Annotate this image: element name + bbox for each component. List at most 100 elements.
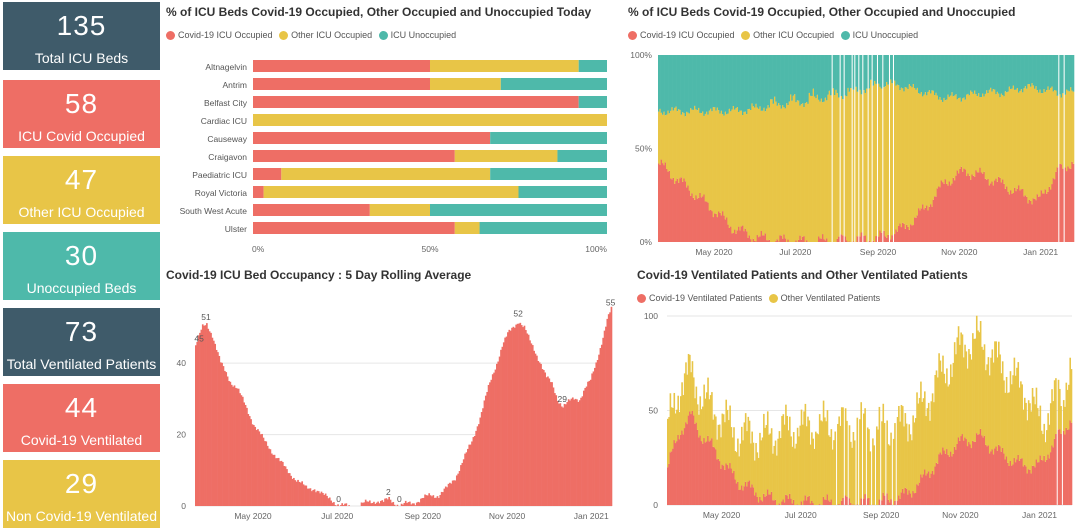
legend-item-covid-vent[interactable]: Covid-19 Ventilated Patients: [637, 293, 762, 303]
bar: [291, 478, 294, 506]
bar-segment: [800, 55, 803, 105]
bar: [370, 503, 373, 506]
bar: [473, 435, 476, 506]
bar-segment: [761, 437, 764, 502]
bar-segment: [746, 114, 748, 232]
bar-segment: [819, 238, 821, 242]
bar-segment: [910, 55, 912, 86]
kpi-label: ICU Covid Occupied: [18, 128, 145, 144]
legend-item-other[interactable]: Other ICU Occupied: [741, 30, 834, 40]
legend-item-unoccupied[interactable]: ICU Unoccupied: [378, 30, 456, 40]
bar-segment: [783, 55, 785, 108]
legend-item-covid[interactable]: Covid-19 ICU Occupied: [166, 30, 273, 40]
bar-segment: [957, 326, 960, 438]
bar-segment: [707, 377, 709, 436]
bar-segment: [753, 460, 756, 496]
bar-segment: [1010, 190, 1012, 242]
bar-segment: [737, 438, 739, 482]
bar: [453, 480, 455, 506]
bar: [239, 393, 241, 506]
bar-segment: [943, 97, 945, 184]
bar: [304, 485, 306, 506]
bar-segment: [884, 55, 887, 87]
bar-segment: [1047, 191, 1049, 242]
bar-segment: [864, 408, 866, 495]
x-tick-label: May 2020: [234, 511, 272, 521]
bar-segment: [916, 215, 919, 242]
bar-segment: [860, 94, 863, 233]
bar: [494, 369, 497, 506]
bar-segment: [812, 55, 815, 89]
bar-segment: [702, 196, 704, 242]
bar-segment: [768, 239, 771, 242]
bar-segment: [969, 444, 972, 505]
bar-segment: [932, 199, 935, 242]
chart-title-ventilated: Covid-19 Ventilated Patients and Other V…: [637, 268, 968, 282]
bar-segment: [935, 55, 937, 93]
bar-segment: [883, 422, 886, 496]
bar-segment: [1071, 90, 1073, 162]
bar-segment: [784, 108, 787, 239]
bar-segment: [711, 392, 713, 439]
bar-segment: [711, 438, 713, 505]
bar-segment: [1013, 357, 1016, 459]
bar-segment: [917, 485, 920, 505]
bar-segment: [844, 408, 847, 496]
bar-segment: [706, 55, 708, 112]
bar-segment: [986, 90, 988, 180]
bar-segment: [1014, 55, 1016, 90]
bar-segment: [968, 55, 971, 96]
bar-segment: [774, 440, 777, 500]
bar-segment: [960, 101, 963, 167]
bar-segment: [1038, 462, 1040, 505]
bar-segment: [767, 105, 769, 241]
bar-segment: [948, 384, 951, 457]
legend-item-unoccupied[interactable]: ICU Unoccupied: [840, 30, 918, 40]
bar-segment: [1042, 193, 1044, 242]
category-label: Altnagelvin: [205, 62, 247, 72]
bar-segment: [490, 168, 607, 180]
bar-segment: [975, 433, 978, 505]
bar-segment: [759, 236, 761, 242]
bar: [228, 380, 230, 506]
bar-segment: [691, 193, 693, 242]
bar-segment: [999, 97, 1001, 178]
legend-swatch-unoccupied: [840, 30, 850, 40]
bar: [407, 502, 410, 506]
bar-segment: [968, 175, 971, 242]
bar-segment: [728, 55, 731, 109]
bar-segment: [753, 495, 756, 505]
bar-segment: [700, 113, 703, 198]
bar-segment: [836, 55, 839, 93]
bar: [237, 388, 240, 506]
bar-segment: [1018, 92, 1020, 186]
bar-segment: [934, 196, 936, 242]
bar-segment: [840, 500, 843, 505]
bar-segment: [798, 55, 800, 101]
bar-segment: [840, 95, 843, 235]
bar: [455, 475, 458, 506]
bar-segment: [869, 451, 872, 505]
bar-segment: [802, 424, 804, 505]
bar-segment: [852, 55, 855, 90]
bar: [599, 348, 602, 506]
bar-segment: [914, 418, 917, 493]
bar-segment: [959, 97, 961, 169]
legend-item-covid[interactable]: Covid-19 ICU Occupied: [628, 30, 735, 40]
bar-segment: [1046, 459, 1048, 505]
bar-segment: [987, 55, 989, 94]
bar-segment: [718, 55, 720, 111]
bar-segment: [891, 235, 893, 242]
bar-segment: [738, 456, 740, 490]
legend-item-other-vent[interactable]: Other Ventilated Patients: [768, 293, 880, 303]
bar-segment: [974, 55, 976, 91]
bar-segment: [824, 55, 827, 98]
legend-item-other[interactable]: Other ICU Occupied: [279, 30, 372, 40]
kpi-value: 47: [64, 164, 99, 195]
bar-segment: [977, 330, 979, 435]
bar: [393, 504, 396, 506]
bar-segment: [914, 217, 916, 242]
bar-segment: [931, 90, 933, 207]
bar-segment: [920, 91, 923, 209]
